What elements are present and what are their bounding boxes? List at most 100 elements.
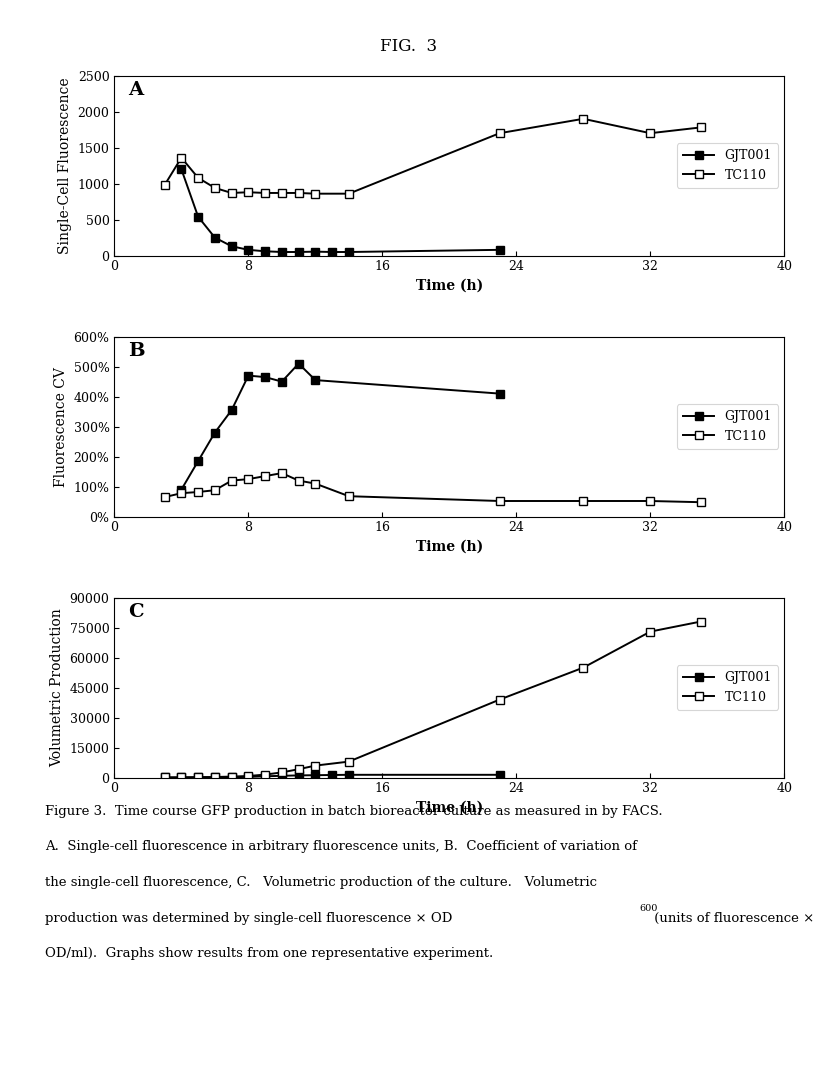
Text: the single-cell fluorescence, C.   Volumetric production of the culture.   Volum: the single-cell fluorescence, C. Volumet… [45,876,597,889]
GJT001 [176,771,186,784]
TC110 [578,495,588,508]
TC110 [160,178,170,191]
Y-axis label: Single-Cell Fluorescence: Single-Cell Fluorescence [58,78,72,254]
GJT001 [243,770,253,783]
GJT001 [226,404,237,417]
TC110 [293,474,303,487]
TC110 [226,474,237,487]
Text: (units of fluorescence ×: (units of fluorescence × [650,912,815,924]
GJT001 [193,455,203,468]
TC110 [310,759,320,772]
X-axis label: Time (h): Time (h) [416,279,483,293]
Legend: GJT001, TC110: GJT001, TC110 [677,144,778,188]
GJT001 [310,374,320,387]
Text: A.  Single-cell fluorescence in arbitrary fluorescence units, B.  Coefficient of: A. Single-cell fluorescence in arbitrary… [45,840,637,853]
GJT001 [243,243,253,256]
Line: GJT001: GJT001 [177,165,504,256]
GJT001 [277,245,287,258]
Text: B: B [127,342,145,360]
Legend: GJT001, TC110: GJT001, TC110 [677,404,778,449]
TC110 [310,477,320,490]
TC110 [277,766,287,779]
TC110 [243,473,253,486]
GJT001 [494,768,504,781]
TC110 [645,625,655,638]
GJT001 [210,771,220,784]
X-axis label: Time (h): Time (h) [416,540,483,554]
GJT001 [176,163,186,176]
Y-axis label: Fluorescence CV: Fluorescence CV [54,367,68,486]
TC110 [193,486,203,499]
TC110 [277,187,287,200]
TC110 [160,771,170,784]
GJT001 [260,770,270,783]
TC110 [193,771,203,784]
TC110 [210,770,220,783]
TC110 [344,755,354,768]
TC110 [210,181,220,194]
TC110 [293,762,303,775]
TC110 [494,693,504,706]
GJT001 [226,240,237,253]
GJT001 [277,375,287,388]
TC110 [695,616,705,629]
GJT001 [293,245,303,258]
Legend: GJT001, TC110: GJT001, TC110 [677,665,778,710]
GJT001 [344,245,354,258]
TC110 [226,187,237,200]
GJT001 [260,370,270,383]
TC110 [578,661,588,674]
TC110 [226,770,237,783]
TC110 [176,151,186,164]
TC110 [695,121,705,134]
TC110 [193,172,203,185]
TC110 [344,187,354,200]
TC110 [243,770,253,783]
Line: GJT001: GJT001 [160,771,504,782]
Y-axis label: Volumetric Production: Volumetric Production [50,608,64,767]
Line: GJT001: GJT001 [177,360,504,494]
TC110 [176,487,186,500]
TC110 [160,490,170,503]
GJT001 [344,768,354,781]
TC110 [645,495,655,508]
Text: 600: 600 [639,904,657,913]
GJT001 [210,427,220,440]
GJT001 [327,245,337,258]
GJT001 [310,769,320,782]
GJT001 [243,369,253,382]
X-axis label: Time (h): Time (h) [416,801,483,815]
TC110 [293,187,303,200]
TC110 [695,496,705,509]
Text: Figure 3.  Time course GFP production in batch bioreactor culture as measured in: Figure 3. Time course GFP production in … [45,805,663,818]
GJT001 [193,771,203,784]
GJT001 [494,243,504,256]
TC110 [494,126,504,139]
Line: TC110: TC110 [160,469,705,507]
Line: TC110: TC110 [160,618,705,782]
GJT001 [310,245,320,258]
Line: TC110: TC110 [160,114,705,198]
Text: OD/ml).  Graphs show results from one representative experiment.: OD/ml). Graphs show results from one rep… [45,947,493,960]
Text: production was determined by single-cell fluorescence × OD: production was determined by single-cell… [45,912,453,924]
GJT001 [293,357,303,370]
GJT001 [327,769,337,782]
Text: FIG.  3: FIG. 3 [380,38,437,55]
TC110 [645,126,655,139]
TC110 [494,495,504,508]
GJT001 [176,483,186,496]
Text: A: A [127,81,143,99]
GJT001 [226,771,237,784]
TC110 [176,771,186,784]
Text: C: C [127,603,144,621]
TC110 [344,489,354,502]
TC110 [210,484,220,497]
TC110 [260,470,270,483]
TC110 [243,186,253,199]
TC110 [260,768,270,781]
GJT001 [494,387,504,400]
GJT001 [293,769,303,782]
TC110 [578,112,588,125]
TC110 [277,467,287,480]
GJT001 [277,769,287,782]
